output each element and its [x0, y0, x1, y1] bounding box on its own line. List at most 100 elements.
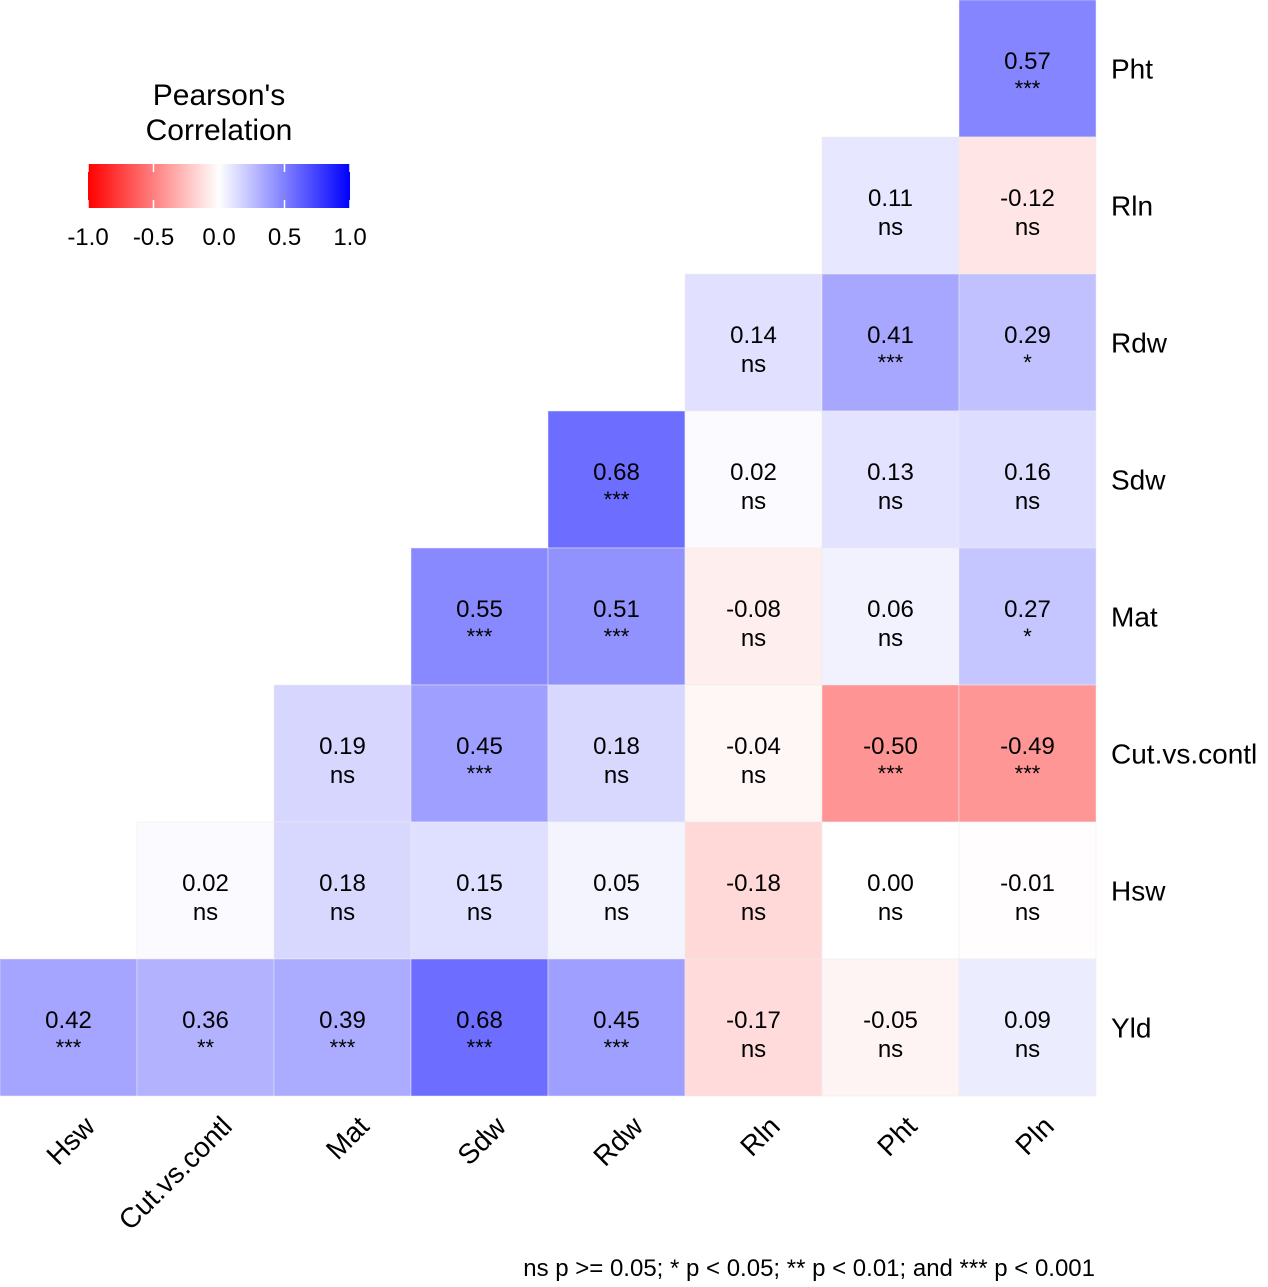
heatmap-cell-rect — [410, 958, 549, 1097]
heatmap-cell-rect — [547, 958, 686, 1097]
legend-title-line2: Correlation — [145, 114, 293, 147]
y-tick-label: Sdw — [1111, 465, 1166, 496]
heatmap-cell-rect — [410, 821, 549, 960]
cell-value-label: 0.19 — [319, 733, 366, 760]
cell-significance-label: ns — [604, 899, 629, 926]
heatmap-cell-rect — [684, 273, 823, 412]
cell-value-label: 0.05 — [593, 870, 640, 897]
cell-value-label: 0.18 — [319, 870, 366, 897]
heatmap-cell-rect — [821, 958, 960, 1097]
legend-title: Pearson's Correlation — [88, 78, 350, 148]
heatmap-cell: 0.57*** — [958, 0, 1097, 138]
legend-tick-label: -0.5 — [133, 224, 174, 251]
cell-value-label: -0.18 — [726, 870, 781, 897]
heatmap-cell-rect — [821, 684, 960, 823]
heatmap-cell-rect — [821, 821, 960, 960]
y-tick-label: Yld — [1111, 1013, 1151, 1044]
cell-value-label: -0.12 — [1000, 185, 1055, 212]
heatmap-cell-rect — [136, 821, 275, 960]
cell-value-label: 0.41 — [867, 322, 914, 349]
heatmap-cell: 0.39*** — [273, 958, 412, 1097]
x-tick-label: Rdw — [587, 1110, 649, 1172]
x-tick-label: Cut.vs.contl — [113, 1110, 238, 1235]
cell-significance-label: *** — [467, 1035, 493, 1060]
cell-value-label: 0.00 — [867, 870, 914, 897]
cell-value-label: -0.50 — [863, 733, 918, 760]
cell-value-label: 0.06 — [867, 596, 914, 623]
cell-value-label: 0.13 — [867, 459, 914, 486]
cell-significance-label: ns — [741, 351, 766, 378]
heatmap-cell: -0.49*** — [958, 684, 1097, 823]
heatmap-cell-rect — [547, 410, 686, 549]
legend-tick-label: 1.0 — [333, 224, 366, 251]
cell-significance-label: ns — [467, 899, 492, 926]
heatmap-cell: 0.36** — [136, 958, 275, 1097]
heatmap-cell-rect — [273, 684, 412, 823]
heatmap-cell-rect — [547, 821, 686, 960]
cell-value-label: 0.16 — [1004, 459, 1051, 486]
cell-significance-label: ns — [1015, 214, 1040, 241]
heatmap-cell: 0.68*** — [410, 958, 549, 1097]
heatmap-cell-rect — [273, 821, 412, 960]
x-tick-label: Sdw — [451, 1110, 512, 1171]
cell-value-label: 0.45 — [456, 733, 503, 760]
cell-value-label: -0.49 — [1000, 733, 1055, 760]
heatmap-cell-rect — [684, 547, 823, 686]
y-tick-label: Rdw — [1111, 328, 1168, 359]
heatmap-cell-rect — [684, 410, 823, 549]
cell-value-label: -0.04 — [726, 733, 781, 760]
cell-significance-label: ns — [741, 899, 766, 926]
cell-significance-label: ns — [878, 488, 903, 515]
heatmap-cell-rect — [547, 684, 686, 823]
cell-significance-label: ns — [1015, 1036, 1040, 1063]
legend-tick-label: -1.0 — [67, 224, 108, 251]
heatmap-cell: 0.68*** — [547, 410, 686, 549]
legend-tick-label: 0.0 — [202, 224, 235, 251]
heatmap-cell-rect — [958, 273, 1097, 412]
cell-value-label: -0.05 — [863, 1007, 918, 1034]
cell-significance-label: *** — [467, 624, 493, 649]
y-axis-labels: Pht Rln Rdw Sdw Mat Cut.vs.contl Hsw Yld — [1111, 54, 1257, 1044]
cell-value-label: -0.08 — [726, 596, 781, 623]
heatmap-cell: 0.51*** — [547, 547, 686, 686]
x-tick-label: Pln — [1009, 1110, 1060, 1161]
cell-significance-label: *** — [604, 1035, 630, 1060]
heatmap-cell-rect — [958, 136, 1097, 275]
y-tick-label: Pht — [1111, 54, 1153, 85]
heatmap-cell: -0.50*** — [821, 684, 960, 823]
cell-significance-label: *** — [1015, 761, 1041, 786]
cell-value-label: 0.39 — [319, 1007, 366, 1034]
cell-significance-label: *** — [56, 1035, 82, 1060]
cell-significance-label: ns — [878, 214, 903, 241]
cell-value-label: -0.01 — [1000, 870, 1055, 897]
cell-value-label: 0.14 — [730, 322, 777, 349]
significance-footnote: ns p >= 0.05; * p < 0.05; ** p < 0.01; a… — [523, 1255, 1095, 1282]
heatmap-cell-rect — [547, 547, 686, 686]
heatmap-cell-rect — [958, 410, 1097, 549]
cell-significance-label: * — [1023, 624, 1032, 649]
cell-significance-label: ns — [878, 899, 903, 926]
cell-value-label: 0.42 — [45, 1007, 92, 1034]
cell-significance-label: ns — [604, 762, 629, 789]
cell-significance-label: *** — [330, 1035, 356, 1060]
heatmap-cell-rect — [136, 958, 275, 1097]
heatmap-cell-rect — [684, 684, 823, 823]
heatmap-cell: 0.27* — [958, 547, 1097, 686]
cell-value-label: 0.51 — [593, 596, 640, 623]
cell-significance-label: * — [1023, 350, 1032, 375]
cell-significance-label: ns — [193, 899, 218, 926]
x-tick-label: Mat — [320, 1110, 375, 1165]
heatmap-cell-rect — [958, 958, 1097, 1097]
